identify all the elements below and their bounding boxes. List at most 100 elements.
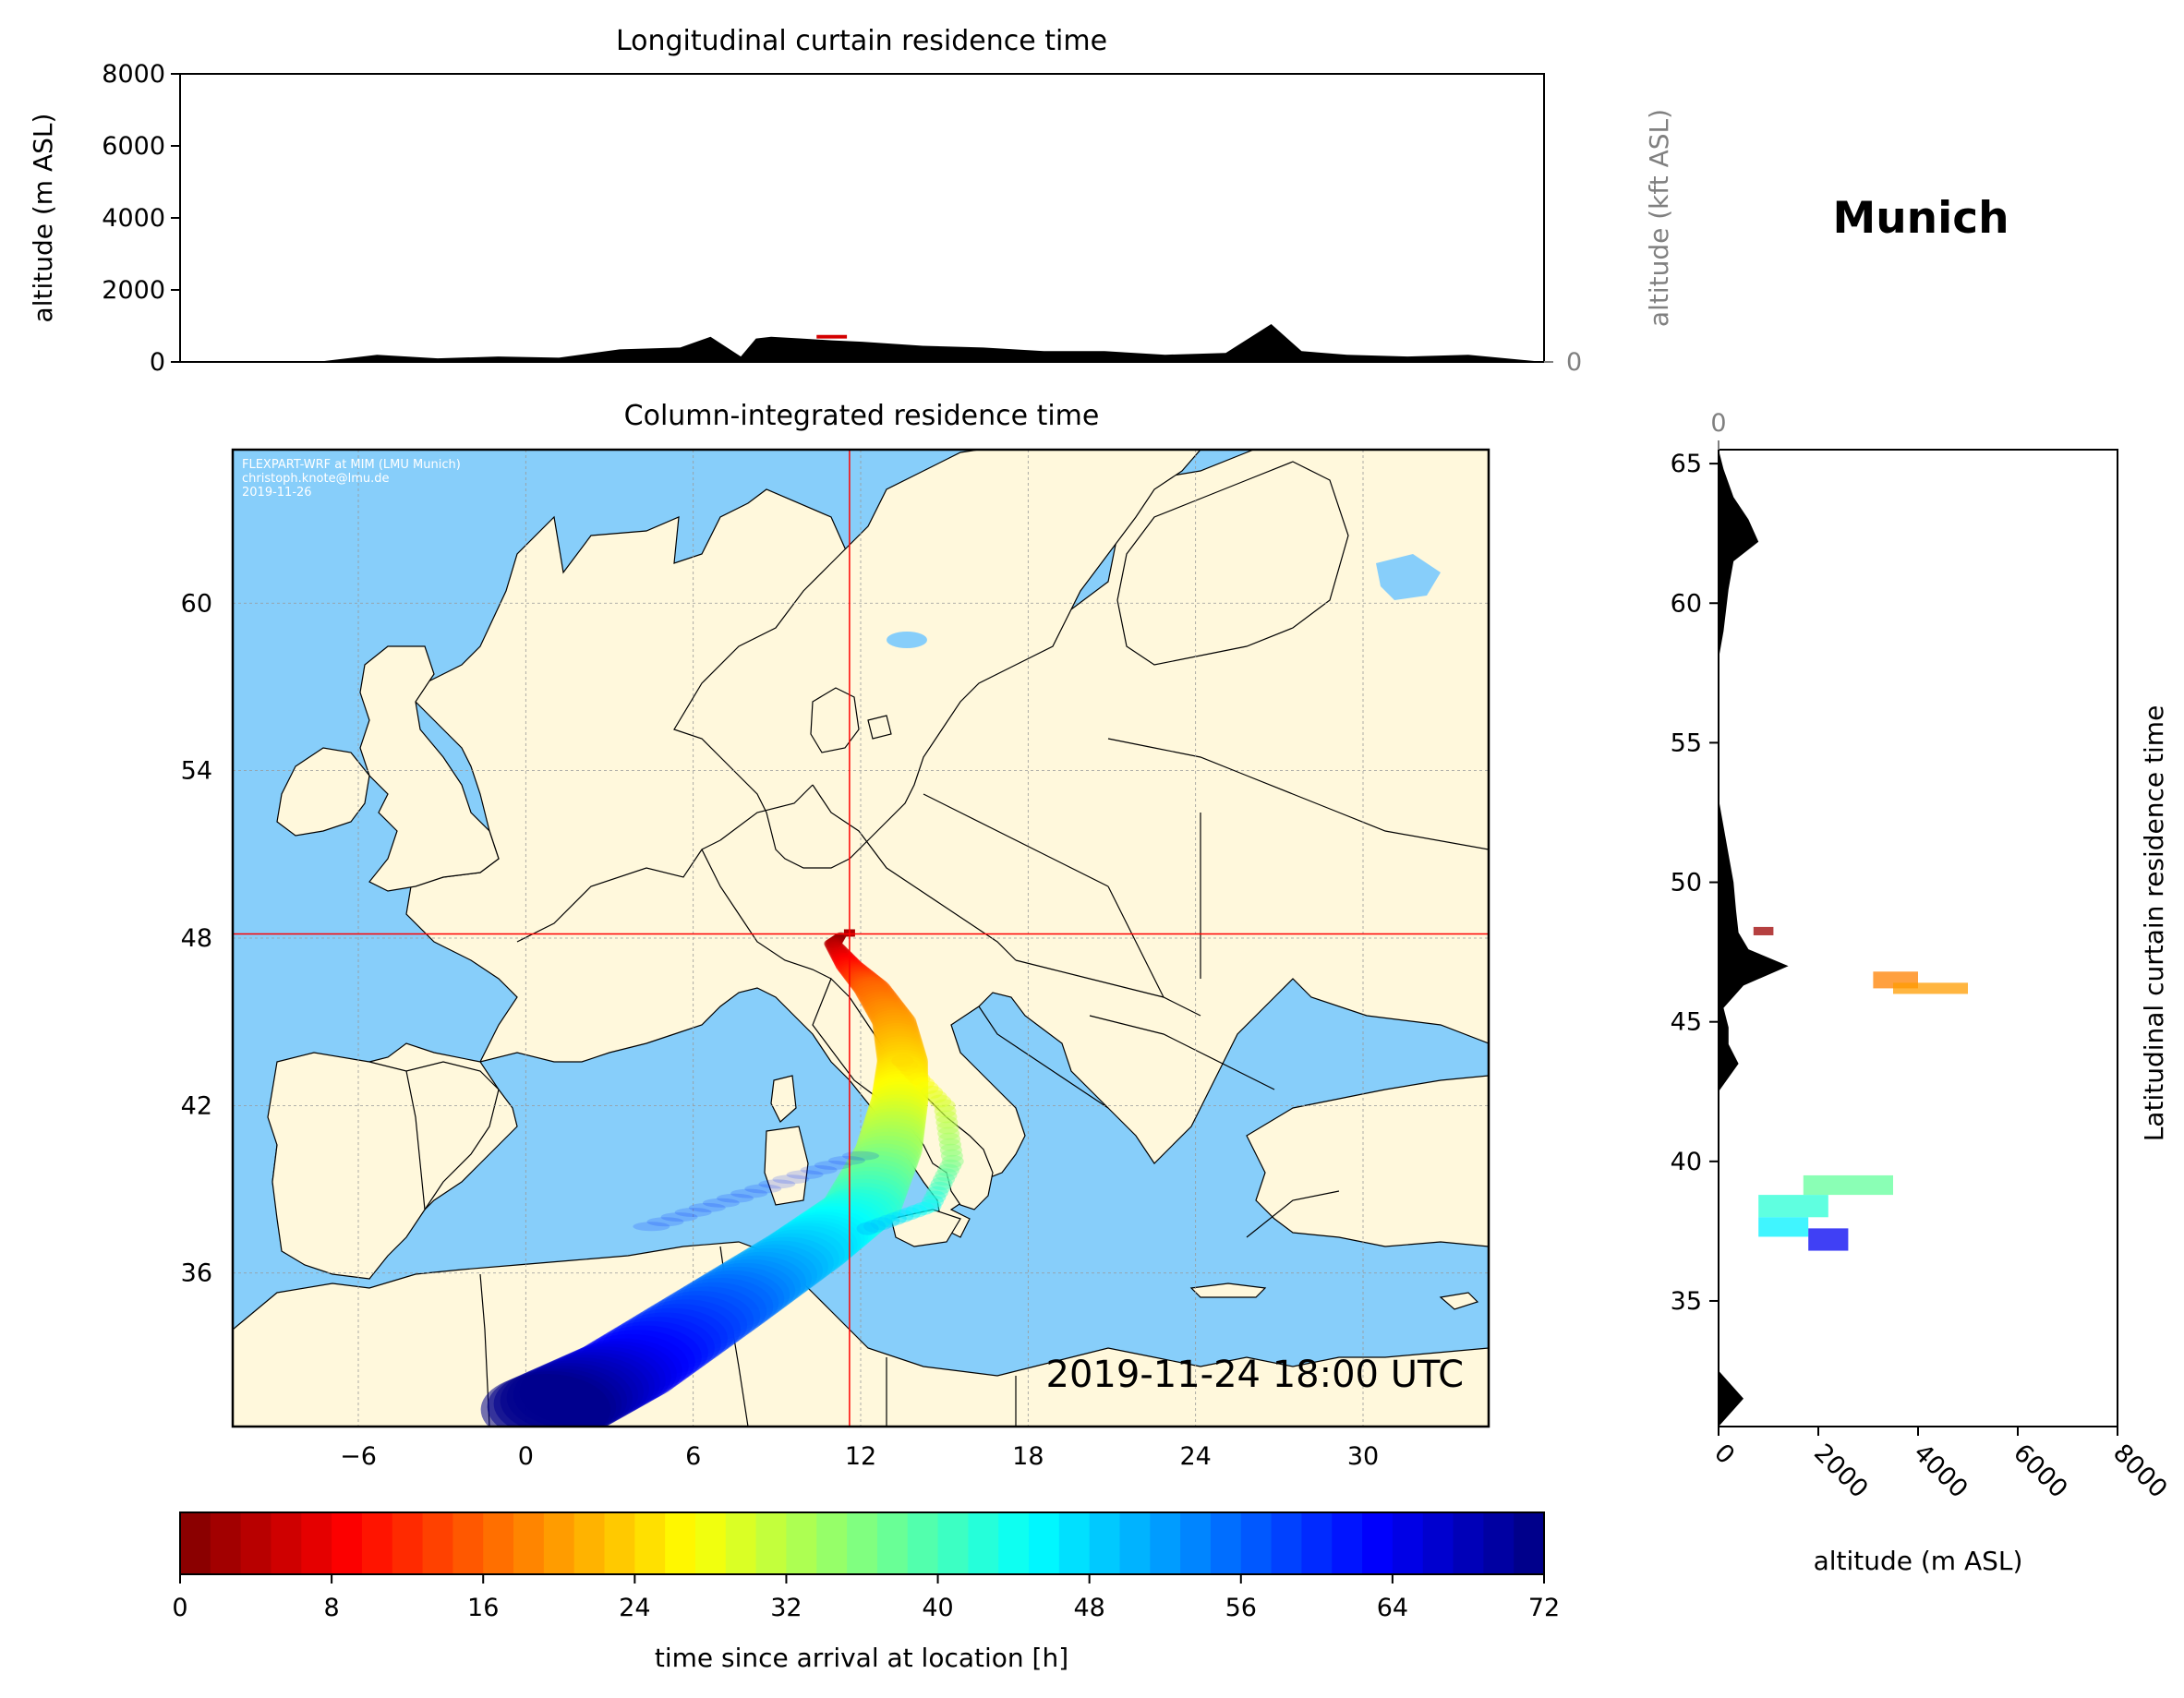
top-y-tick-label: 6000 xyxy=(102,132,165,161)
plume-branch-segment xyxy=(895,1058,918,1072)
colorbar-band xyxy=(1029,1512,1060,1574)
plume-branch-segment xyxy=(928,1181,951,1195)
plume-streak-segment xyxy=(842,1150,879,1161)
credit-line-3: 2019-11-26 xyxy=(242,486,312,500)
top-y-tick-right-label: 0 xyxy=(1566,348,1582,377)
right-y-tick-label: 55 xyxy=(1671,729,1702,757)
plume-branch-segment xyxy=(924,1090,947,1103)
plume-streak-segment xyxy=(633,1222,670,1232)
map-y-tick-label: 36 xyxy=(181,1259,212,1288)
right-x-tick-label: 6000 xyxy=(2008,1439,2073,1504)
right-gridlines xyxy=(1718,450,1719,1427)
colorbar-tick-label: 48 xyxy=(1073,1594,1104,1622)
colorbar-band xyxy=(847,1512,878,1574)
colorbar-band xyxy=(604,1512,635,1574)
timestamp: 2019-11-24 18:00 UTC xyxy=(1046,1354,1464,1396)
colorbar-band xyxy=(513,1512,545,1574)
anatolia xyxy=(1246,1075,1489,1247)
lake-ladoga xyxy=(1376,554,1441,600)
plume-streak-segment xyxy=(772,1174,810,1185)
right-x-ticks-top: 050100 xyxy=(1710,409,1727,450)
sicily xyxy=(890,1209,961,1247)
colorbar-tick-label: 64 xyxy=(1377,1594,1408,1622)
ireland xyxy=(276,747,370,837)
right-residence-patch xyxy=(1808,1228,1849,1251)
colorbar-band xyxy=(271,1512,302,1574)
plume-branch-segment xyxy=(940,1149,963,1162)
colorbar-band xyxy=(301,1512,332,1574)
colorbar-band xyxy=(1453,1512,1484,1574)
plume-streak-segment xyxy=(758,1179,796,1189)
plume-branch-segment xyxy=(905,1204,928,1218)
right-y-tick-label: 45 xyxy=(1671,1008,1702,1037)
colorbar-band xyxy=(240,1512,271,1574)
top-y-tick-label: 2000 xyxy=(102,276,165,305)
right-y-tick-label: 60 xyxy=(1671,589,1702,618)
plume-branch-segment xyxy=(898,1207,921,1221)
colorbar-outline xyxy=(179,1511,1545,1575)
land-masses xyxy=(233,450,1489,1427)
plume-branch-segment xyxy=(936,1121,959,1135)
colorbar-tick-label: 8 xyxy=(324,1594,340,1622)
colorbar-band xyxy=(1422,1512,1454,1574)
iberia xyxy=(267,1052,500,1280)
plume-branch-segment xyxy=(916,1081,939,1095)
colorbar-band xyxy=(1240,1512,1273,1574)
plume-branch-segment xyxy=(939,1138,962,1151)
plume-branch-segment xyxy=(891,1210,914,1223)
colorbar-band xyxy=(483,1512,514,1574)
top-axes-frame xyxy=(179,73,1545,363)
map-x-tick-label: 0 xyxy=(518,1442,534,1471)
colorbar-band xyxy=(1089,1512,1120,1574)
map-x-ticks: −6 0 6 12 18 24 30 xyxy=(340,1442,1379,1471)
plume-branch-segment xyxy=(870,1217,893,1231)
credit-line-2: christoph.knote@lmu.de xyxy=(242,472,390,486)
colorbar-band xyxy=(1058,1512,1091,1574)
denmark xyxy=(810,687,860,753)
plume-streak-segment xyxy=(702,1198,740,1208)
map-x-tick-label: 18 xyxy=(1012,1442,1044,1471)
map-title: Column-integrated residence time xyxy=(624,400,1100,432)
colorbar-band xyxy=(1301,1512,1333,1574)
colorbar-band xyxy=(1210,1512,1242,1574)
plume-branch-segment xyxy=(903,1067,926,1081)
colorbar-band xyxy=(392,1512,424,1574)
plume-branch-segment xyxy=(930,1177,953,1191)
right-y-tick-label: 50 xyxy=(1671,869,1702,897)
map-x-tick-label: 30 xyxy=(1347,1442,1379,1471)
iceland-shape-baltic-islands xyxy=(867,715,892,740)
plume-branch-segment xyxy=(884,1211,907,1225)
colorbar-band xyxy=(725,1512,757,1574)
colorbar-band xyxy=(755,1512,787,1574)
plume-branch-segment xyxy=(919,1199,942,1213)
map-gridlines xyxy=(233,450,1489,1427)
colorbar-band xyxy=(1362,1512,1394,1574)
plume-branch-segment xyxy=(856,1222,879,1235)
plume-branch-segment xyxy=(863,1219,887,1233)
right-residence-patch xyxy=(1803,1174,1893,1196)
plume-branch-segment xyxy=(935,1115,959,1129)
right-y-tick-label: 35 xyxy=(1671,1287,1702,1316)
plume-streak-segment xyxy=(674,1207,712,1217)
colorbar-band xyxy=(665,1512,696,1574)
colorbar-band xyxy=(452,1512,484,1574)
colorbar-band xyxy=(1150,1512,1181,1574)
colorbar: 0 8 16 24 32 40 48 56 64 72 time since arrival at… xyxy=(172,1511,1560,1673)
plume-branch-segment xyxy=(912,1201,935,1215)
colorbar-band xyxy=(361,1512,393,1574)
right-y-tick-label: 65 xyxy=(1671,450,1702,478)
colorbar-label: time since arrival at location [h] xyxy=(655,1643,1068,1673)
colorbar-band xyxy=(694,1512,727,1574)
cyprus xyxy=(1439,1292,1479,1310)
plume-branch-segment xyxy=(937,1126,960,1140)
colorbar-band xyxy=(1483,1512,1514,1574)
right-residence-patch xyxy=(1758,1217,1809,1237)
plume-branch-segment xyxy=(935,1168,958,1182)
plume-branch-segment xyxy=(929,1094,952,1108)
top-y-ticks-right: 050100 xyxy=(1544,348,1582,377)
map-y-tick-label: 42 xyxy=(181,1091,212,1120)
top-y-tick-label: 0 xyxy=(150,348,165,377)
map-panel: Column-integrated residence time xyxy=(181,400,1490,1471)
plume-branch-segment xyxy=(921,1195,944,1209)
